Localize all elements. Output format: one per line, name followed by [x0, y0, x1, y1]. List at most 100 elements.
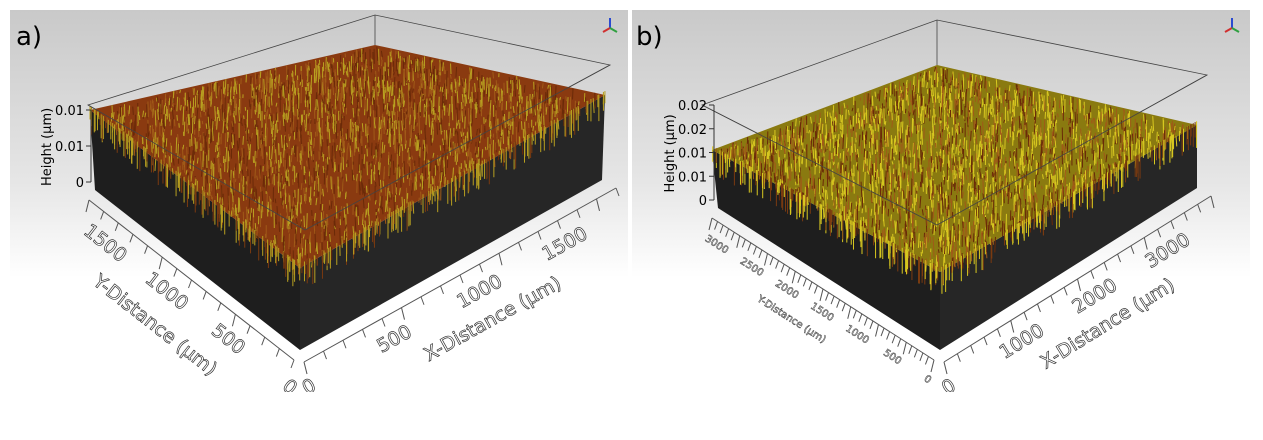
surface-spike [339, 77, 342, 82]
surface-spike [1065, 186, 1068, 196]
surface-spike [162, 137, 164, 154]
surface-spike [350, 79, 353, 95]
y-tick [173, 268, 178, 277]
surface-spike [464, 114, 466, 129]
surface-spike [304, 100, 307, 108]
surface-spike [897, 220, 899, 234]
surface-spike [270, 73, 273, 81]
surface-spike [300, 158, 303, 170]
surface-spike [773, 172, 776, 183]
surface-spike [975, 76, 978, 93]
surface-spike [196, 90, 199, 95]
surface-spike [328, 83, 331, 93]
surface-spike [206, 167, 209, 184]
surface-spike [217, 107, 219, 119]
surface-spike [823, 209, 826, 218]
surface-spike [1000, 113, 1003, 122]
surface-spike [440, 172, 443, 183]
surface-spike [886, 87, 889, 93]
surface-spike [279, 164, 281, 168]
surface-spike [934, 225, 937, 232]
surface-spike [980, 76, 983, 82]
surface-spike [278, 221, 281, 232]
surface-spike [411, 155, 414, 160]
surface-spike [1061, 101, 1064, 114]
surface-spike [277, 181, 280, 193]
surface-spike [337, 88, 340, 101]
surface-spike [364, 81, 367, 98]
surface-spike [292, 215, 294, 219]
surface-spike [259, 139, 262, 149]
surface-spike [888, 149, 891, 161]
surface-spike [920, 125, 923, 140]
surface-spike [930, 222, 933, 230]
surface-spike [979, 171, 982, 180]
surface-spike [559, 96, 562, 101]
surface-spike [931, 94, 934, 104]
surface-spike [217, 87, 220, 96]
surface-spike [1031, 141, 1034, 148]
surface-spike [1045, 133, 1047, 149]
surface-spike [881, 193, 884, 208]
surface-spike [340, 142, 343, 152]
surface-spike [942, 87, 945, 101]
surface-spike [419, 178, 422, 184]
surface-spike [769, 166, 772, 176]
surface-spike [156, 144, 159, 149]
surface-spike [1092, 150, 1095, 161]
surface-spike [181, 176, 184, 187]
surface-spike [539, 112, 542, 122]
surface-spike [839, 153, 842, 159]
surface-spike [801, 155, 803, 164]
surface-spike [263, 155, 266, 165]
surface-spike [947, 113, 949, 117]
surface-spike [371, 59, 374, 70]
surface-spike [538, 92, 541, 100]
surface-spike [142, 110, 145, 118]
surface-spike [837, 162, 839, 169]
surface-spike [365, 59, 367, 71]
surface-spike [1089, 105, 1092, 118]
surface-spike [968, 202, 971, 209]
surface-spike [958, 125, 960, 134]
surface-spike [330, 176, 332, 190]
surface-spike [934, 66, 937, 72]
surface-spike [414, 122, 417, 126]
surface-spike [351, 169, 354, 181]
surface-spike [242, 136, 244, 145]
surface-spike [412, 107, 415, 117]
surface-spike [925, 210, 928, 227]
surface-spike [434, 68, 437, 82]
surface-spike [817, 126, 819, 136]
surface-spike [943, 176, 946, 185]
surface-spike [1041, 94, 1044, 102]
surface-spike [967, 112, 970, 125]
surface-spike [894, 221, 897, 234]
surface-spike [209, 130, 212, 144]
surface-spike [975, 224, 977, 237]
surface-spike [956, 183, 959, 194]
surface-spike [300, 183, 303, 190]
surface-spike [347, 142, 349, 149]
surface-spike [1026, 122, 1028, 138]
surface-spike [352, 107, 355, 118]
surface-spike [343, 79, 346, 84]
surface-spike [893, 236, 896, 244]
surface-spike [322, 211, 325, 223]
surface-spike [509, 124, 512, 131]
surface-spike [1080, 166, 1082, 177]
surface-spike [1149, 150, 1151, 158]
y-tick [231, 314, 236, 327]
surface-spike [286, 142, 289, 148]
surface-spike [345, 224, 347, 229]
surface-spike [803, 148, 806, 152]
surface-spike [964, 236, 967, 247]
surface-spike [1125, 140, 1128, 151]
surface-spike [497, 96, 500, 101]
surface-spike [262, 133, 265, 141]
surface-spike [172, 102, 174, 107]
surface-spike [154, 144, 157, 158]
surface-spike [1056, 168, 1059, 185]
surface-spike [303, 166, 306, 174]
